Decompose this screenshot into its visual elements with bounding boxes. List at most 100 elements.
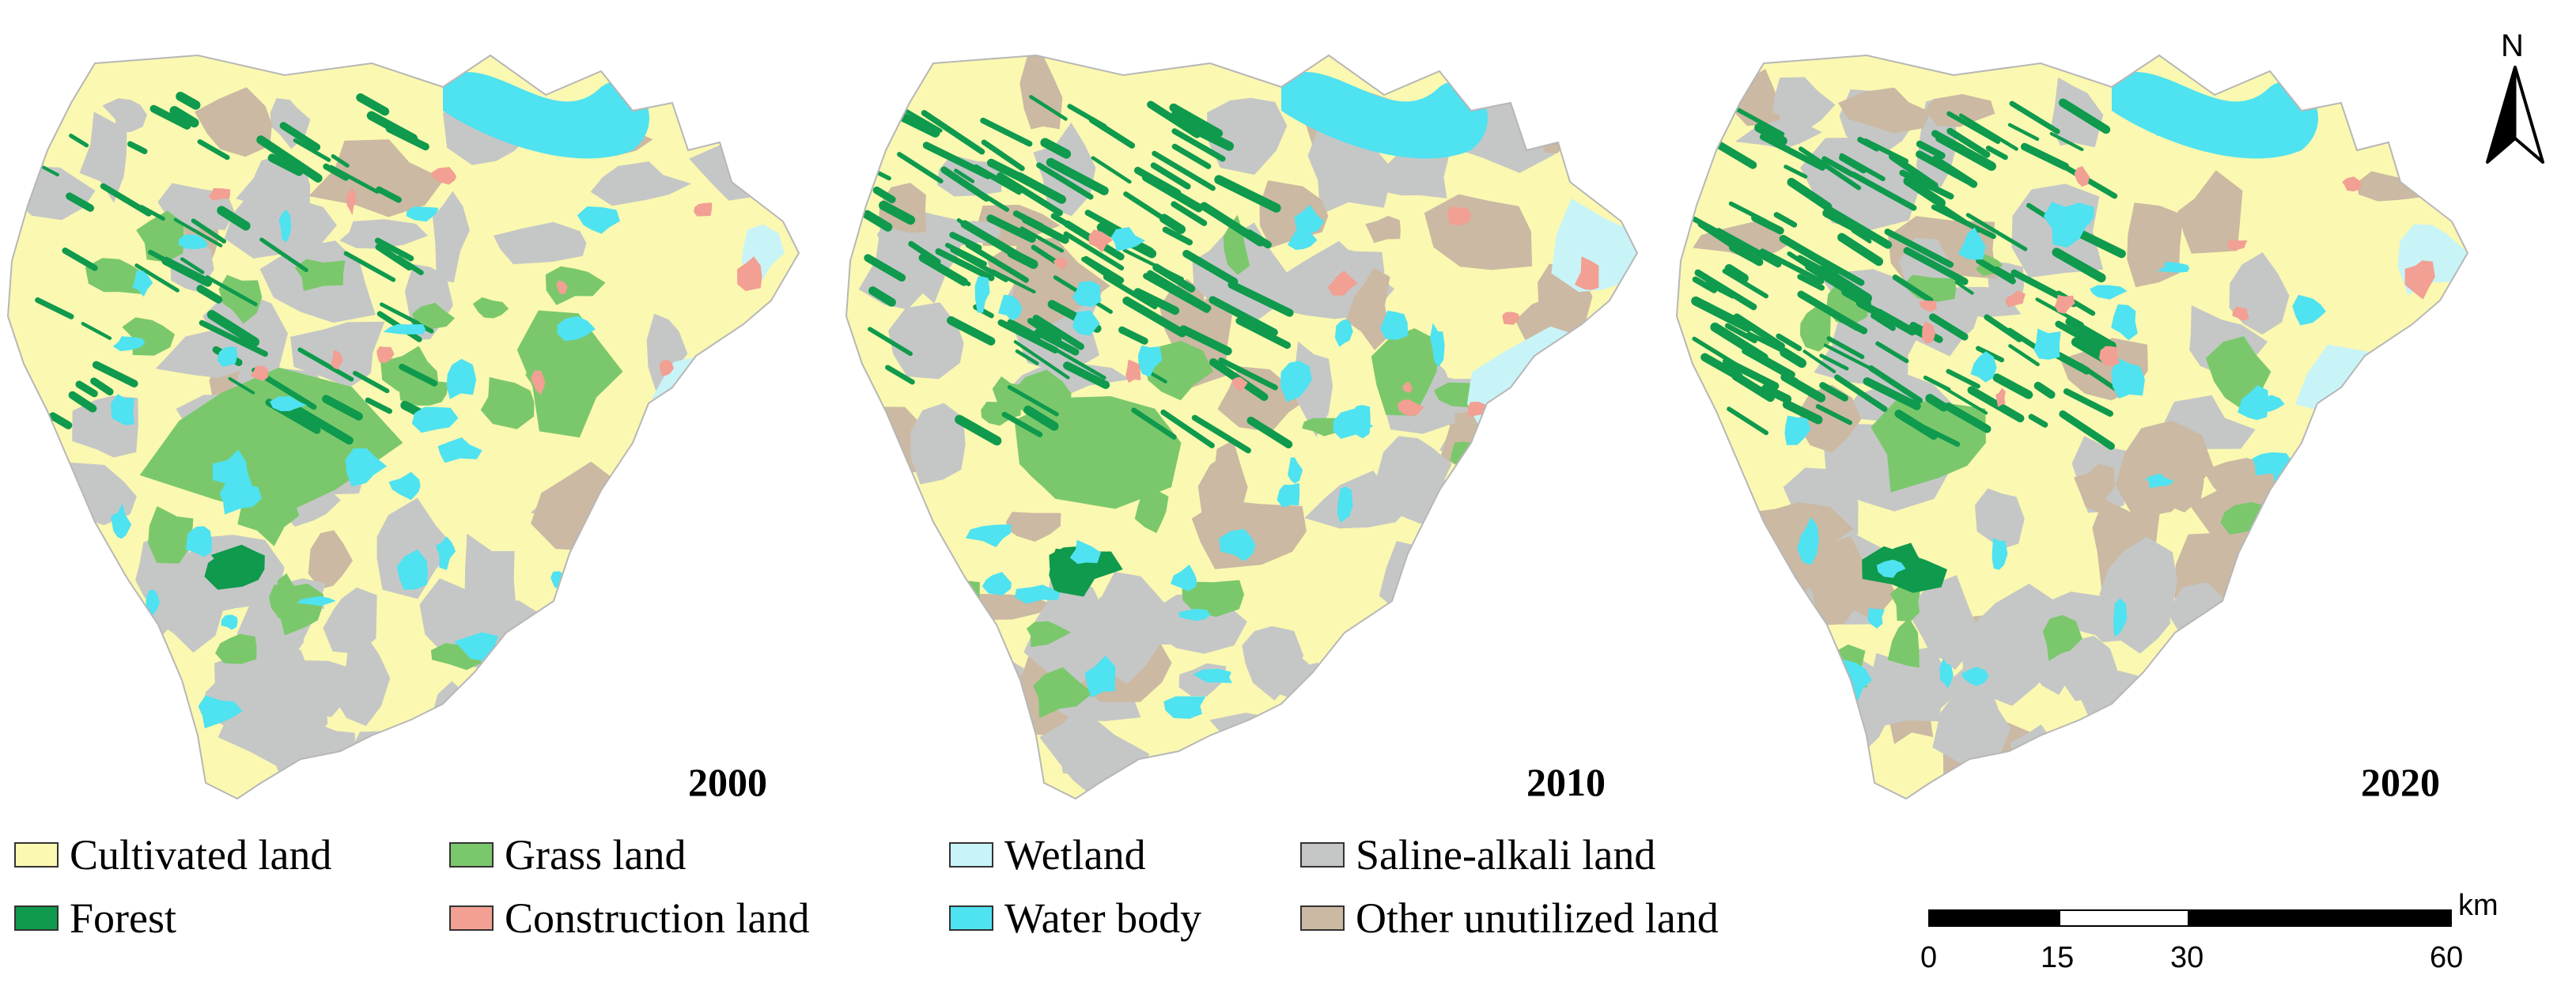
forest-strip (947, 316, 996, 346)
land-patch (1023, 595, 1103, 685)
land-patch (1876, 559, 1906, 578)
forest-strip (1091, 156, 1132, 184)
land-patch (212, 449, 253, 491)
forest-strip (1946, 127, 1991, 158)
forest-strip (1863, 138, 1909, 164)
forest-strip (885, 365, 915, 385)
land-use-mosaic (1677, 55, 2468, 799)
forest-strip (1799, 146, 1862, 191)
forest-strip (1245, 229, 1272, 249)
land-patch (556, 280, 568, 295)
forest-strip (90, 377, 114, 396)
forest-strip (75, 380, 98, 398)
land-patch (1827, 688, 1839, 713)
forest-strip (1705, 280, 1736, 299)
forest-strip (868, 286, 896, 307)
land-patch (1012, 369, 1072, 415)
scale-segment-1 (1928, 909, 2062, 927)
forest-strip (956, 217, 983, 237)
land-patch (2098, 723, 2146, 773)
forest-strip (206, 310, 259, 347)
forest-strip (1123, 191, 1180, 230)
land-patch (198, 695, 243, 729)
forest-strip (1691, 296, 1753, 332)
land-patch (694, 202, 713, 217)
forest-strip (81, 322, 112, 340)
forest-strip (1191, 414, 1251, 454)
land-patch (2177, 170, 2243, 254)
forest-strip (864, 254, 906, 282)
land-patch (943, 731, 1036, 777)
land-patch (111, 503, 132, 539)
forest-strip (2059, 98, 2111, 134)
land-patch (132, 270, 153, 297)
land-patch (339, 219, 428, 249)
land-patch (1799, 384, 1862, 453)
forest-strip (1850, 172, 1917, 211)
forest-strip (1150, 162, 1191, 190)
land-patch (1310, 710, 1351, 799)
land-patch (2033, 328, 2061, 360)
legend-label: Other unutilized land (1356, 894, 1719, 942)
forest-strip (289, 403, 354, 445)
forest-strip (365, 397, 393, 414)
forest-strip (1063, 361, 1110, 389)
land-patch (2086, 722, 2161, 778)
northern-lake (2112, 72, 2318, 159)
land-patch (1932, 675, 2011, 777)
forest-strip (176, 92, 201, 110)
forest-strip (2008, 344, 2040, 367)
legend-swatch (449, 842, 494, 868)
forest-strip (1169, 103, 1224, 138)
land-patch (1163, 696, 1206, 719)
land-patch (2127, 202, 2184, 288)
forest-strip (267, 153, 304, 176)
forest-strip (1032, 314, 1084, 350)
land-patch (936, 154, 1002, 197)
forest-strip (1761, 384, 1792, 404)
land-patch (1371, 328, 1440, 416)
forest-strip (991, 269, 1036, 294)
land-patch (1378, 604, 1445, 682)
land-patch (1365, 215, 1401, 244)
forest-strip (68, 391, 97, 413)
land-patch (1219, 529, 1256, 561)
forest-strip (897, 152, 944, 183)
forest-strip (1875, 341, 1909, 364)
land-patch (1907, 575, 1978, 659)
land-patch (2111, 357, 2145, 399)
land-patch (210, 544, 257, 577)
forest-strip (1235, 317, 1292, 350)
land-patch (1878, 647, 1961, 717)
forest-strip (1029, 95, 1068, 121)
land-patch (1351, 405, 1371, 439)
land-patch (411, 406, 459, 433)
legend-swatch (449, 905, 494, 931)
forest-strip (1178, 325, 1232, 356)
land-patch (2232, 306, 2250, 321)
land-patch (472, 297, 509, 319)
land-patch (1277, 483, 1300, 508)
forest-strip (1147, 100, 1201, 138)
forest-strip (199, 319, 268, 357)
land-patch (1223, 214, 1250, 275)
land-patch (1961, 667, 1989, 686)
land-patch (935, 221, 1001, 250)
forest-strip (2049, 131, 2084, 152)
land-patch (2145, 473, 2175, 489)
land-patch (102, 98, 147, 134)
northern-lake (443, 72, 649, 159)
forest-strip (1931, 204, 1996, 240)
forest-strip (217, 206, 251, 231)
map-panel-2020 (1676, 55, 2468, 800)
forest-strip (1034, 328, 1080, 356)
land-patch (1084, 655, 1116, 698)
land-patch (2054, 294, 2075, 314)
forest-strip (868, 327, 913, 357)
forest-strip (1903, 176, 1946, 208)
land-patch (2111, 304, 2138, 341)
land-patch (1992, 537, 2008, 570)
land-patch (1695, 613, 1797, 692)
land-patch (1125, 359, 1141, 384)
land-patch (2252, 452, 2293, 476)
